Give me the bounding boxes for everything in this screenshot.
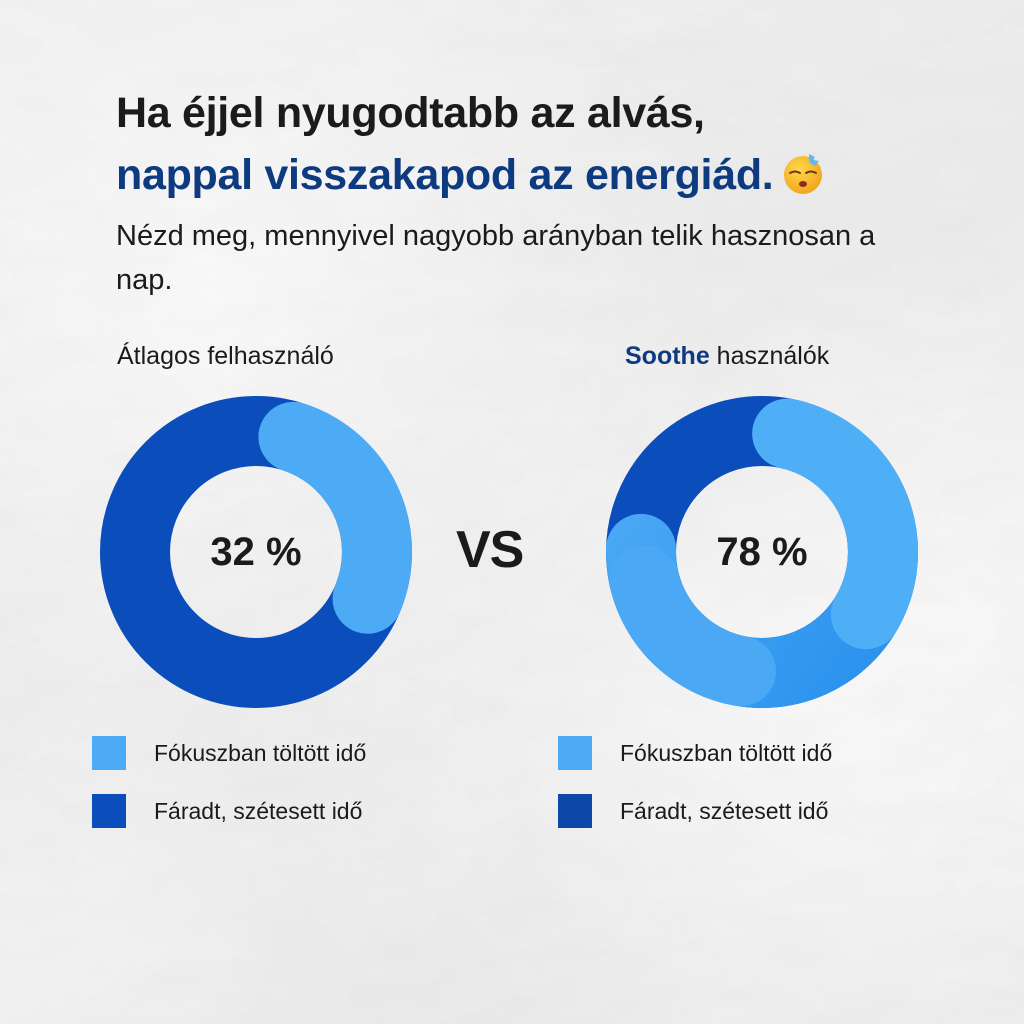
sleepy-face-icon bbox=[784, 154, 823, 194]
legend-label: Fókuszban töltött idő bbox=[154, 739, 367, 766]
donut-segment-focus bbox=[100, 396, 412, 708]
donut-graphic bbox=[606, 396, 918, 708]
donut-segment-focus-upper bbox=[606, 396, 918, 708]
legend-item-tired: Fáradt, szétesett idő bbox=[92, 794, 366, 828]
headline-line-1: Ha éjjel nyugodtabb az alvás, bbox=[116, 89, 705, 137]
legend-soothe-users: Fókuszban töltött idő Fáradt, szétesett … bbox=[558, 736, 832, 852]
chart-title-average-user: Átlagos felhasználó bbox=[117, 342, 334, 370]
legend-item-tired: Fáradt, szétesett idő bbox=[558, 794, 832, 828]
donut-graphic bbox=[100, 396, 412, 708]
vs-label: VS bbox=[456, 521, 524, 579]
donut-center-value: 32 % bbox=[210, 530, 302, 574]
legend-average-user: Fókuszban töltött idő Fáradt, szétesett … bbox=[92, 736, 366, 852]
donut-center-value: 78 % bbox=[716, 530, 808, 574]
legend-label: Fókuszban töltött idő bbox=[620, 739, 833, 766]
legend-item-focus: Fókuszban töltött idő bbox=[92, 736, 366, 770]
swatch-tired-icon bbox=[558, 794, 592, 828]
legend-item-focus: Fókuszban töltött idő bbox=[558, 736, 832, 770]
donut-segment-focus-left bbox=[606, 396, 918, 708]
swatch-focus-icon bbox=[558, 736, 592, 770]
headline: Ha éjjel nyugodtabb az alvás, nappal vis… bbox=[116, 82, 825, 206]
legend-label: Fáradt, szétesett idő bbox=[154, 797, 363, 824]
headline-line-2: nappal visszakapod az energiád. bbox=[116, 144, 825, 206]
donut-chart-average-user: 32 % bbox=[96, 396, 416, 716]
subtitle: Nézd meg, mennyivel nagyobb arányban tel… bbox=[116, 220, 876, 296]
headline-line-2-text: nappal visszakapod az energiád. bbox=[116, 151, 774, 199]
swatch-tired-icon bbox=[92, 794, 126, 828]
swatch-focus-icon bbox=[92, 736, 126, 770]
chart-title-suffix: használók bbox=[709, 342, 830, 370]
legend-label: Fáradt, szétesett idő bbox=[620, 797, 829, 824]
chart-title-soothe-users: Soothe használók bbox=[625, 342, 829, 371]
brand-name: Soothe bbox=[625, 342, 710, 370]
donut-chart-soothe-users: 78 % bbox=[602, 396, 922, 716]
